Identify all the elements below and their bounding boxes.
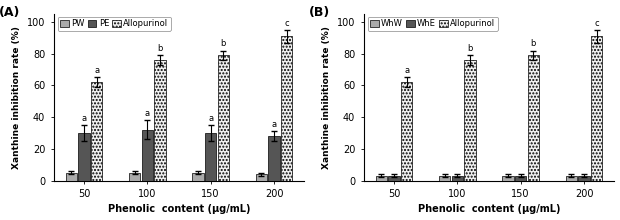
- Text: a: a: [94, 66, 99, 75]
- Bar: [91, 82, 102, 181]
- Text: a: a: [208, 114, 213, 123]
- Text: c: c: [285, 18, 289, 28]
- Bar: [591, 36, 603, 181]
- Y-axis label: Xanthine inhibition rate (%): Xanthine inhibition rate (%): [322, 26, 331, 169]
- Bar: [376, 176, 387, 181]
- Legend: WhW, WhE, Allopurinol: WhW, WhE, Allopurinol: [368, 16, 498, 31]
- Y-axis label: Xanthine inhibition rate (%): Xanthine inhibition rate (%): [12, 26, 21, 169]
- Bar: [268, 136, 280, 181]
- Bar: [451, 176, 463, 181]
- Text: a: a: [145, 109, 150, 118]
- Bar: [205, 133, 216, 181]
- Bar: [515, 176, 526, 181]
- Text: a: a: [272, 120, 277, 129]
- X-axis label: Phenolic  content (μg/mL): Phenolic content (μg/mL): [418, 204, 560, 214]
- Bar: [464, 60, 476, 181]
- Text: b: b: [531, 39, 536, 48]
- Bar: [141, 130, 153, 181]
- Text: a: a: [404, 66, 409, 75]
- Bar: [439, 176, 450, 181]
- Text: (A): (A): [0, 6, 20, 19]
- Bar: [78, 133, 90, 181]
- Text: b: b: [157, 44, 162, 53]
- Bar: [565, 176, 577, 181]
- Bar: [255, 174, 267, 181]
- Bar: [281, 36, 293, 181]
- Text: a: a: [81, 114, 87, 123]
- Text: b: b: [467, 44, 472, 53]
- Bar: [528, 55, 539, 181]
- Bar: [388, 176, 400, 181]
- Bar: [578, 176, 590, 181]
- Bar: [154, 60, 166, 181]
- Legend: PW, PE, Allopurinol: PW, PE, Allopurinol: [58, 16, 171, 31]
- Bar: [192, 173, 204, 181]
- Text: c: c: [595, 18, 599, 28]
- X-axis label: Phenolic  content (μg/mL): Phenolic content (μg/mL): [108, 204, 250, 214]
- Text: (B): (B): [308, 6, 330, 19]
- Bar: [66, 173, 77, 181]
- Text: b: b: [221, 39, 226, 48]
- Bar: [502, 176, 514, 181]
- Bar: [218, 55, 229, 181]
- Bar: [129, 173, 140, 181]
- Bar: [401, 82, 412, 181]
